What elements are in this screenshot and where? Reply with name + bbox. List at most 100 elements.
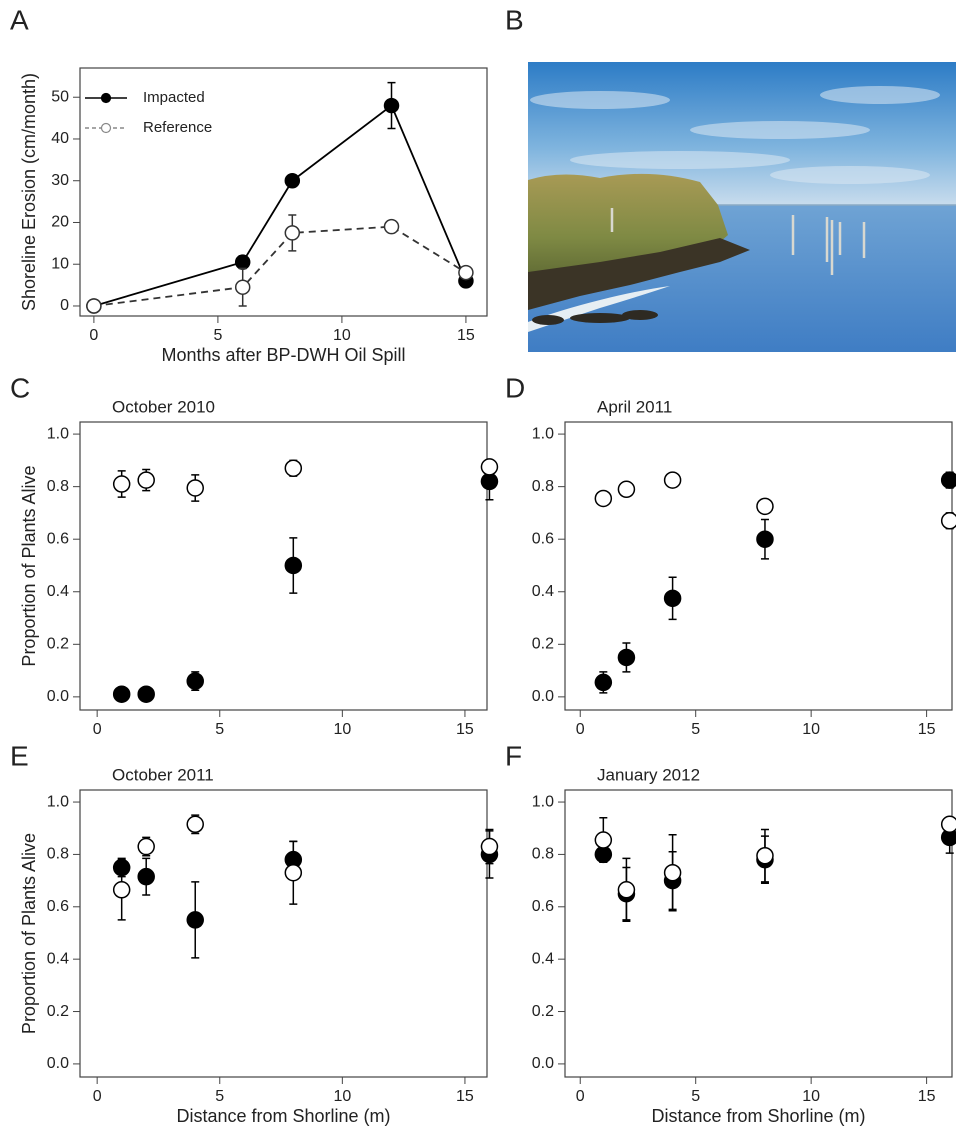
marker <box>756 497 774 516</box>
y-tick-label: 40 <box>51 130 69 147</box>
y-tick-label: 0.0 <box>47 688 69 705</box>
y-tick-label: 0.4 <box>532 950 554 967</box>
plot-frame <box>564 421 953 711</box>
marker <box>234 279 251 295</box>
x-tick-label: 0 <box>576 721 585 738</box>
y-tick-label: 30 <box>51 172 69 189</box>
y-axis-label: Proportion of Plants Alive <box>19 465 39 666</box>
marker <box>112 685 131 703</box>
panel-label: A <box>10 4 29 35</box>
marker <box>186 479 204 497</box>
y-tick-label: 1.0 <box>532 425 554 442</box>
panel-title: October 2010 <box>112 397 215 416</box>
x-tick-label: 10 <box>333 327 351 344</box>
marker <box>234 254 251 270</box>
y-tick-label: 0.6 <box>532 898 554 915</box>
y-tick-label: 0.2 <box>47 1003 69 1020</box>
photo-rock <box>622 310 658 320</box>
x-tick-label: 10 <box>333 1088 351 1105</box>
photo-cloud <box>570 151 790 169</box>
y-tick-label: 0.8 <box>532 478 554 495</box>
x-tick-label: 0 <box>93 1088 102 1105</box>
y-tick-label: 10 <box>51 255 69 272</box>
photo-cloud <box>530 91 670 109</box>
marker <box>594 673 613 692</box>
y-tick-label: 1.0 <box>47 425 69 442</box>
y-axis-label: Proportion of Plants Alive <box>19 833 39 1034</box>
x-tick-label: 0 <box>93 721 102 738</box>
marker <box>940 512 956 530</box>
marker <box>594 831 613 849</box>
series-line <box>93 225 467 307</box>
y-tick-label: 50 <box>51 88 69 105</box>
x-tick-label: 0 <box>89 327 98 344</box>
x-tick-label: 15 <box>457 327 475 344</box>
marker <box>458 264 474 281</box>
marker <box>284 225 301 241</box>
y-tick-label: 0.4 <box>532 583 554 600</box>
plot-frame <box>79 789 488 1078</box>
marker <box>186 672 204 690</box>
x-tick-label: 10 <box>802 1088 820 1105</box>
x-tick-label: 15 <box>456 721 474 738</box>
marker <box>284 556 303 575</box>
marker <box>756 846 774 865</box>
panel-label: F <box>505 740 522 771</box>
panel-title: April 2011 <box>597 397 672 416</box>
marker <box>86 298 102 314</box>
panel-label: C <box>10 372 30 403</box>
y-tick-label: 0.2 <box>47 636 69 653</box>
x-tick-label: 5 <box>215 721 224 738</box>
plot-frame <box>79 421 488 711</box>
marker <box>137 685 155 703</box>
y-tick-label: 0.8 <box>47 478 69 495</box>
marker <box>137 837 155 856</box>
marker <box>940 815 956 834</box>
marker <box>617 881 636 899</box>
y-tick-label: 0.6 <box>47 898 69 915</box>
panel-title: October 2011 <box>112 765 214 784</box>
panel-label: D <box>505 372 525 403</box>
x-tick-label: 15 <box>918 721 936 738</box>
marker <box>663 589 682 608</box>
y-tick-label: 0.8 <box>47 846 69 863</box>
marker <box>186 815 204 834</box>
marker <box>480 472 499 491</box>
x-axis-label: Distance from Shorline (m) <box>176 1106 390 1126</box>
y-tick-label: 20 <box>51 214 69 231</box>
marker <box>594 489 613 508</box>
marker <box>663 863 682 882</box>
x-tick-label: 10 <box>333 721 351 738</box>
panel-title: January 2012 <box>597 765 700 784</box>
y-tick-label: 0.4 <box>47 583 69 600</box>
marker <box>940 471 956 489</box>
legend-label: Reference <box>143 119 212 136</box>
photo-foam <box>528 286 670 332</box>
y-tick-label: 0.6 <box>47 530 69 547</box>
x-tick-label: 5 <box>691 721 700 738</box>
y-tick-label: 1.0 <box>47 793 69 810</box>
photo-rock <box>532 315 564 325</box>
marker <box>284 172 301 189</box>
marker <box>284 459 303 477</box>
x-tick-label: 15 <box>918 1088 936 1105</box>
marker <box>383 218 400 235</box>
photo-rock <box>570 313 630 323</box>
marker <box>617 480 636 499</box>
plot-frame <box>564 789 953 1078</box>
legend-marker <box>100 92 112 104</box>
y-tick-label: 0.0 <box>532 688 554 705</box>
x-tick-label: 5 <box>213 327 222 344</box>
x-tick-label: 0 <box>576 1088 585 1105</box>
marker <box>480 837 499 856</box>
marker <box>383 97 400 114</box>
panel-label: E <box>10 740 29 771</box>
y-tick-label: 0.6 <box>532 530 554 547</box>
marker <box>112 881 131 899</box>
x-axis-label: Months after BP-DWH Oil Spill <box>161 345 405 365</box>
marker <box>112 475 131 493</box>
y-tick-label: 0.0 <box>532 1055 554 1072</box>
photo-mud <box>528 238 750 310</box>
